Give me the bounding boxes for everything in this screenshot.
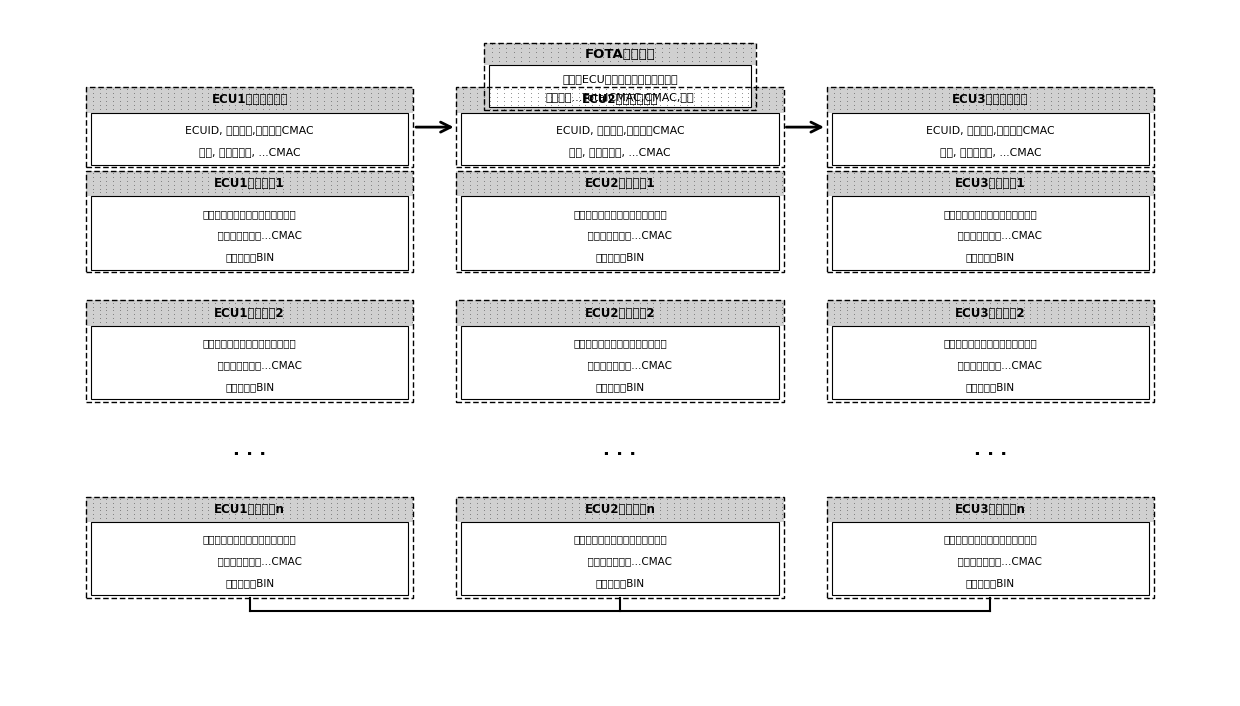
- Bar: [86, 496, 413, 522]
- Text: ECU3刷新文件1: ECU3刷新文件1: [955, 177, 1025, 190]
- Text: 文件内容：BIN: 文件内容：BIN: [966, 578, 1014, 588]
- Bar: [86, 171, 413, 196]
- Text: 文件内容：BIN: 文件内容：BIN: [226, 578, 274, 588]
- Bar: [91, 326, 408, 399]
- Text: 总长，分段长度...CMAC: 总长，分段长度...CMAC: [939, 556, 1043, 566]
- Bar: [91, 196, 408, 270]
- Bar: [827, 171, 1154, 196]
- Text: 文件头：差分配置，编号，地址，: 文件头：差分配置，编号，地址，: [944, 534, 1037, 544]
- Bar: [827, 87, 1154, 113]
- Text: 文件头：差分配置，编号，地址，: 文件头：差分配置，编号，地址，: [203, 209, 296, 219]
- Text: · · ·: · · ·: [973, 445, 1007, 464]
- Text: 文件头：差分配置，编号，地址，: 文件头：差分配置，编号，地址，: [203, 338, 296, 348]
- Bar: [91, 522, 408, 595]
- Bar: [86, 301, 413, 326]
- Bar: [456, 496, 784, 598]
- Bar: [86, 171, 413, 273]
- Text: 子网, 安全算法号, ...CMAC: 子网, 安全算法号, ...CMAC: [198, 147, 300, 157]
- Text: 总长，分段长度...CMAC: 总长，分段长度...CMAC: [939, 360, 1043, 370]
- Text: 文件内容：BIN: 文件内容：BIN: [595, 252, 645, 262]
- Text: 文件内容：BIN: 文件内容：BIN: [595, 382, 645, 392]
- Text: ECU1刷新文件2: ECU1刷新文件2: [215, 306, 285, 320]
- Text: 子网, 安全算法号, ...CMAC: 子网, 安全算法号, ...CMAC: [569, 147, 671, 157]
- Bar: [827, 496, 1154, 522]
- Text: ECU2刷新文件2: ECU2刷新文件2: [585, 306, 655, 320]
- Text: 文件头：差分配置，编号，地址，: 文件头：差分配置，编号，地址，: [944, 338, 1037, 348]
- Text: ECU3刷新文件n: ECU3刷新文件n: [955, 503, 1025, 516]
- Bar: [484, 43, 756, 65]
- Bar: [86, 87, 413, 113]
- Text: ECUID, 模块数量,模块加密CMAC: ECUID, 模块数量,模块加密CMAC: [926, 125, 1055, 135]
- Text: 系统类型...TotalCMAC,CMAC,签名: 系统类型...TotalCMAC,CMAC,签名: [546, 92, 694, 102]
- Text: 总长，分段长度...CMAC: 总长，分段长度...CMAC: [568, 230, 672, 241]
- Bar: [827, 301, 1154, 326]
- Bar: [461, 196, 779, 270]
- Text: ECUID, 模块数量,模块加密CMAC: ECUID, 模块数量,模块加密CMAC: [185, 125, 314, 135]
- Bar: [456, 496, 784, 522]
- Bar: [827, 301, 1154, 402]
- Text: ECU2刷新文件n: ECU2刷新文件n: [584, 503, 656, 516]
- Bar: [456, 171, 784, 196]
- Bar: [461, 113, 779, 164]
- Text: ECU2刷新配置文件: ECU2刷新配置文件: [582, 93, 658, 106]
- Bar: [489, 65, 751, 107]
- Bar: [456, 301, 784, 326]
- Text: 文件头：差分配置，编号，地址，: 文件头：差分配置，编号，地址，: [573, 534, 667, 544]
- Text: · · ·: · · ·: [233, 445, 267, 464]
- Text: 文件头：差分配置，编号，地址，: 文件头：差分配置，编号，地址，: [573, 338, 667, 348]
- Text: 文件头：差分配置，编号，地址，: 文件头：差分配置，编号，地址，: [203, 534, 296, 544]
- Text: 文件头：差分配置，编号，地址，: 文件头：差分配置，编号，地址，: [573, 209, 667, 219]
- Text: 文件内容：BIN: 文件内容：BIN: [966, 252, 1014, 262]
- Bar: [832, 196, 1149, 270]
- Text: 文件头：差分配置，编号，地址，: 文件头：差分配置，编号，地址，: [944, 209, 1037, 219]
- Bar: [827, 87, 1154, 167]
- Bar: [461, 522, 779, 595]
- Text: ECU3刷新文件2: ECU3刷新文件2: [955, 306, 1025, 320]
- Bar: [832, 326, 1149, 399]
- Bar: [827, 171, 1154, 273]
- Bar: [86, 87, 413, 167]
- Bar: [456, 171, 784, 273]
- Text: 总长，分段长度...CMAC: 总长，分段长度...CMAC: [197, 556, 301, 566]
- Text: ECU3刷新配置文件: ECU3刷新配置文件: [952, 93, 1029, 106]
- Bar: [456, 87, 784, 167]
- Text: 总长，分段长度...CMAC: 总长，分段长度...CMAC: [197, 360, 301, 370]
- Bar: [832, 522, 1149, 595]
- Text: 文件内容：BIN: 文件内容：BIN: [595, 578, 645, 588]
- Bar: [461, 326, 779, 399]
- Text: ECU1刷新文件1: ECU1刷新文件1: [215, 177, 285, 190]
- Text: 总长，分段长度...CMAC: 总长，分段长度...CMAC: [568, 556, 672, 566]
- Bar: [456, 87, 784, 113]
- Text: 总长，分段长度...CMAC: 总长，分段长度...CMAC: [568, 360, 672, 370]
- Bar: [827, 496, 1154, 598]
- Text: 总长，分段长度...CMAC: 总长，分段长度...CMAC: [197, 230, 301, 241]
- Text: ECU1刷新配置文件: ECU1刷新配置文件: [211, 93, 288, 106]
- Bar: [456, 301, 784, 402]
- Text: FOTA配置文件: FOTA配置文件: [584, 47, 656, 61]
- Bar: [484, 43, 756, 109]
- Text: · · ·: · · ·: [604, 445, 636, 464]
- Text: ECU2刷新文件1: ECU2刷新文件1: [585, 177, 655, 190]
- Text: 子网, 安全算法号, ...CMAC: 子网, 安全算法号, ...CMAC: [940, 147, 1042, 157]
- Text: 文件内容：BIN: 文件内容：BIN: [226, 252, 274, 262]
- Bar: [91, 113, 408, 164]
- Text: 文件内容：BIN: 文件内容：BIN: [226, 382, 274, 392]
- Text: 总长，分段长度...CMAC: 总长，分段长度...CMAC: [939, 230, 1043, 241]
- Text: 刷新包ECU数量，刷新顺序，总线，: 刷新包ECU数量，刷新顺序，总线，: [562, 74, 678, 84]
- Bar: [86, 301, 413, 402]
- Bar: [86, 496, 413, 598]
- Text: ECU1刷新文件n: ECU1刷新文件n: [215, 503, 285, 516]
- Text: ECUID, 模块数量,模块加密CMAC: ECUID, 模块数量,模块加密CMAC: [556, 125, 684, 135]
- Bar: [832, 113, 1149, 164]
- Text: 文件内容：BIN: 文件内容：BIN: [966, 382, 1014, 392]
